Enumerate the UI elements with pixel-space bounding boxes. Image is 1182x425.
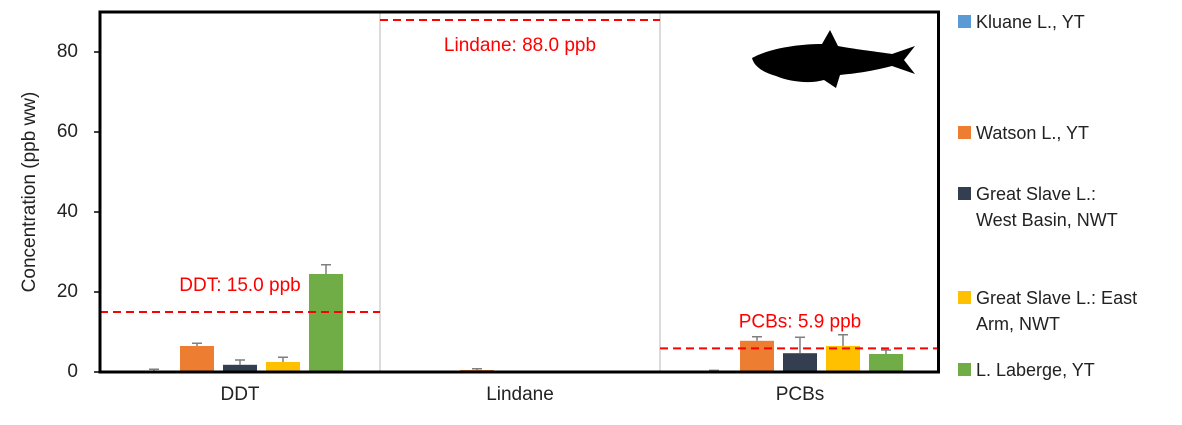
error-bar xyxy=(752,336,762,341)
bar xyxy=(869,354,903,372)
fish-icon xyxy=(752,30,915,88)
bar xyxy=(180,346,214,372)
error-bar xyxy=(838,334,848,346)
x-tick-label: DDT xyxy=(220,384,259,405)
error-bar xyxy=(235,359,245,365)
bar xyxy=(740,340,774,372)
error-bar xyxy=(795,336,805,354)
legend-label: Kluane L., YT xyxy=(976,12,1085,32)
chart: Concentration (ppb ww) 0 20 40 60 80 DDT DDT: … xyxy=(19,10,940,405)
plot-frame xyxy=(98,10,940,374)
bar xyxy=(826,346,860,372)
bar xyxy=(266,362,300,372)
legend-item: Watson L., YT xyxy=(958,120,1158,146)
legend-label: Great Slave L.: East Arm, NWT xyxy=(976,288,1138,334)
legend-item: L. Laberge, YT xyxy=(958,357,1158,383)
legend-swatch xyxy=(958,15,971,28)
legend-label: L. Laberge, YT xyxy=(976,360,1095,380)
reference-label: PCBs: 5.9 ppb xyxy=(739,311,862,332)
legend-item: Great Slave L.: West Basin, NWT xyxy=(958,181,1158,233)
y-tick-label: 60 xyxy=(57,121,78,142)
legend-label: Watson L., YT xyxy=(976,123,1090,143)
bar xyxy=(309,274,343,372)
error-bar xyxy=(881,349,891,354)
y-tick-label: 20 xyxy=(57,281,78,302)
legend-label: Great Slave L.: West Basin, NWT xyxy=(976,184,1118,230)
error-bar xyxy=(192,342,202,346)
legend-swatch xyxy=(958,363,971,376)
legend-swatch xyxy=(958,291,971,304)
legend-swatch xyxy=(958,187,971,200)
legend-swatch xyxy=(958,126,971,139)
bar xyxy=(783,353,817,372)
y-tick-label: 0 xyxy=(67,361,78,382)
x-tick-label: PCBs xyxy=(776,384,825,405)
reference-label: Lindane: 88.0 ppb xyxy=(444,35,596,56)
y-tick-label: 80 xyxy=(57,41,78,62)
reference-label: DDT: 15.0 ppb xyxy=(179,275,300,296)
legend-item: Kluane L., YT xyxy=(958,9,1158,35)
error-bar xyxy=(472,368,482,370)
y-tick-label: 40 xyxy=(57,201,78,222)
error-bar xyxy=(321,264,331,274)
error-bar xyxy=(278,356,288,362)
bar xyxy=(223,364,257,372)
y-axis-label: Concentration (ppb ww) xyxy=(19,92,40,293)
x-tick-label: Lindane xyxy=(486,384,554,405)
legend-item: Great Slave L.: East Arm, NWT xyxy=(958,285,1158,337)
